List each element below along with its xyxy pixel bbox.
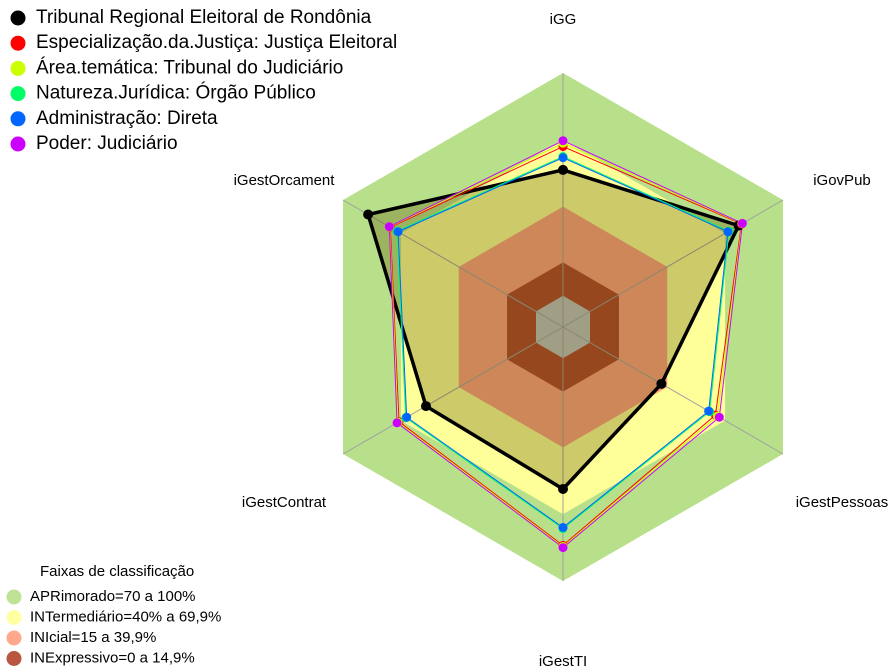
axis-label: iGovPub [813,172,871,189]
legend-label: Tribunal Regional Eleitoral de Rondônia [36,7,372,28]
series-point [558,483,568,494]
series-point [558,523,568,533]
series-point [392,418,402,428]
series-point [558,543,568,553]
axis-label: iGestOrcament [234,172,336,189]
series-point [714,412,724,422]
bands-legend-marker [6,630,22,646]
legend-marker [10,111,26,127]
bands-legend-marker [6,610,22,625]
legend-marker [10,35,26,51]
legend-marker [10,10,26,26]
bands-legend-label: INExpressivo=0 a 14,9% [30,649,195,666]
axis-label: iGestTI [539,653,587,670]
series-point [558,153,568,163]
axis-label: iGG [550,11,577,28]
series-point [558,136,568,146]
spoke [562,326,784,455]
axis-label: iGestContrat [242,494,327,511]
series-point [558,164,568,175]
series-point [384,222,394,232]
series-point [402,412,412,422]
spoke [342,326,564,455]
legend-label: Administração: Direta [36,108,218,129]
bands-legend-label: INIcial=15 a 39,9% [30,629,156,646]
bands-legend-title: Faixas de classificação [40,563,194,580]
bands-legend-marker [6,651,22,666]
legend-label: Área.temática: Tribunal do Judiciário [36,57,343,78]
legend-label: Natureza.Jurídica: Órgão Público [36,82,316,104]
spoke [342,199,564,328]
bands-legend-label: INTermediário=40% a 69,9% [30,608,221,625]
legend-marker [10,136,26,152]
series-point [421,401,432,412]
legend-label: Poder: Judiciário [36,133,178,154]
legend-marker [10,60,26,76]
legend-marker [10,86,26,102]
series-point [393,227,403,237]
series-point [363,209,374,220]
series-point [723,227,733,237]
bands-legend-label: APRimorado=70 a 100% [30,588,196,605]
series-point [656,378,667,389]
series-point [704,406,714,416]
legend-label: Especialização.da.Justiça: Justiça Eleit… [36,32,397,53]
axis-label: iGestPessoas [796,494,889,511]
series-point [737,218,747,228]
bands-legend-marker [6,589,22,605]
